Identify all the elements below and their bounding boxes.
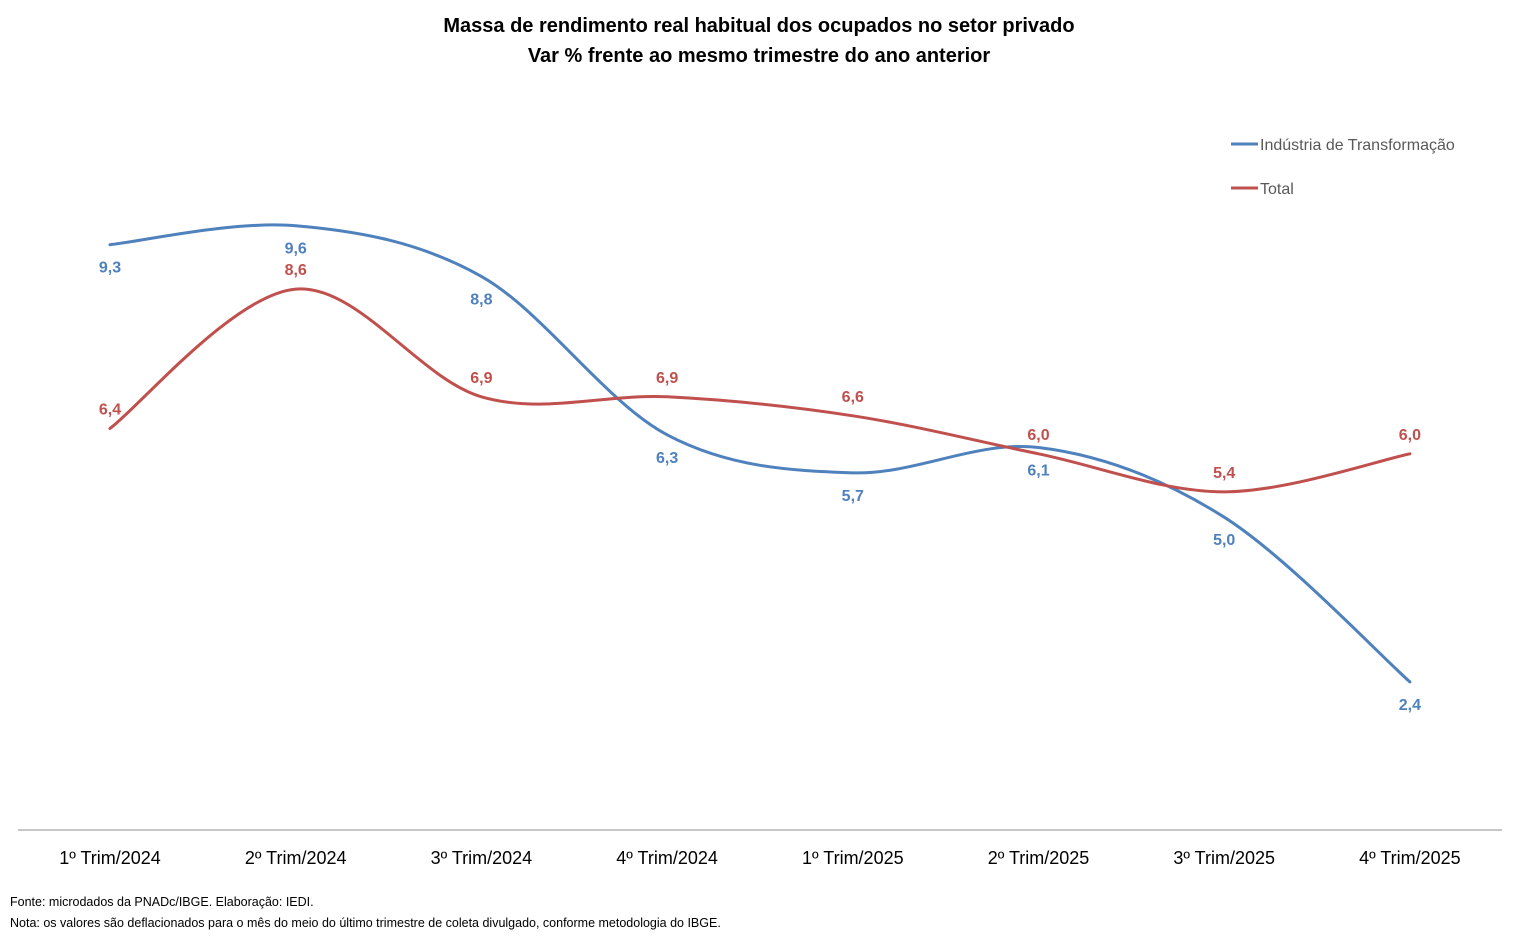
- data-label-industria: 6,3: [656, 450, 678, 467]
- data-label-total: 6,9: [470, 370, 492, 387]
- data-label-total: 5,4: [1213, 465, 1235, 482]
- data-label-total: 6,6: [842, 389, 864, 406]
- series-line-industria: [108, 223, 1412, 684]
- series-line-total: [108, 287, 1412, 494]
- x-tick-label: 2º Trim/2024: [245, 848, 347, 868]
- data-label-industria: 5,0: [1213, 532, 1235, 549]
- data-label-total: 6,4: [99, 401, 121, 418]
- x-tick-label: 3º Trim/2025: [1173, 848, 1275, 868]
- data-labels-layer: 9,3 9,6 8,8 6,3 5,7 6,1 5,0 2,4 6,4 8,6 6,9 6,9 6,6 6…: [99, 241, 1421, 714]
- x-tick-label: 2º Trim/2025: [988, 848, 1090, 868]
- x-tick-label: 4º Trim/2024: [616, 848, 718, 868]
- data-label-total: 6,0: [1027, 427, 1049, 444]
- data-label-industria: 8,8: [470, 291, 492, 308]
- x-tick-label: 3º Trim/2024: [431, 848, 533, 868]
- data-label-industria: 5,7: [842, 488, 864, 505]
- chart-title: Massa de rendimento real habitual dos oc…: [443, 15, 1074, 37]
- legend-item-total: Total: [1231, 181, 1294, 198]
- legend-label-industria: Indústria de Transformação: [1260, 137, 1455, 154]
- series-layer: [108, 223, 1412, 684]
- x-tick-label: 1º Trim/2025: [802, 848, 904, 868]
- methodology-note: Nota: os valores são deflacionados para …: [10, 916, 721, 930]
- legend: Indústria de Transformação Total: [1231, 137, 1455, 198]
- data-label-industria: 9,6: [285, 241, 307, 258]
- data-label-total: 6,0: [1399, 427, 1421, 444]
- legend-item-industria: Indústria de Transformação: [1231, 137, 1455, 154]
- data-label-industria: 9,3: [99, 260, 121, 277]
- data-label-industria: 6,1: [1027, 462, 1049, 479]
- data-label-industria: 2,4: [1399, 697, 1421, 714]
- x-axis-tick-labels: 1º Trim/2024 2º Trim/2024 3º Trim/2024 4º T…: [59, 848, 1461, 868]
- data-label-total: 6,9: [656, 370, 678, 387]
- legend-label-total: Total: [1260, 181, 1294, 198]
- x-tick-label: 4º Trim/2025: [1359, 848, 1461, 868]
- chart-subtitle: Var % frente ao mesmo trimestre do ano a…: [528, 45, 991, 67]
- source-footnote: Fonte: microdados da PNADc/IBGE. Elabora…: [10, 895, 314, 909]
- data-label-total: 8,6: [285, 262, 307, 279]
- x-tick-label: 1º Trim/2024: [59, 848, 161, 868]
